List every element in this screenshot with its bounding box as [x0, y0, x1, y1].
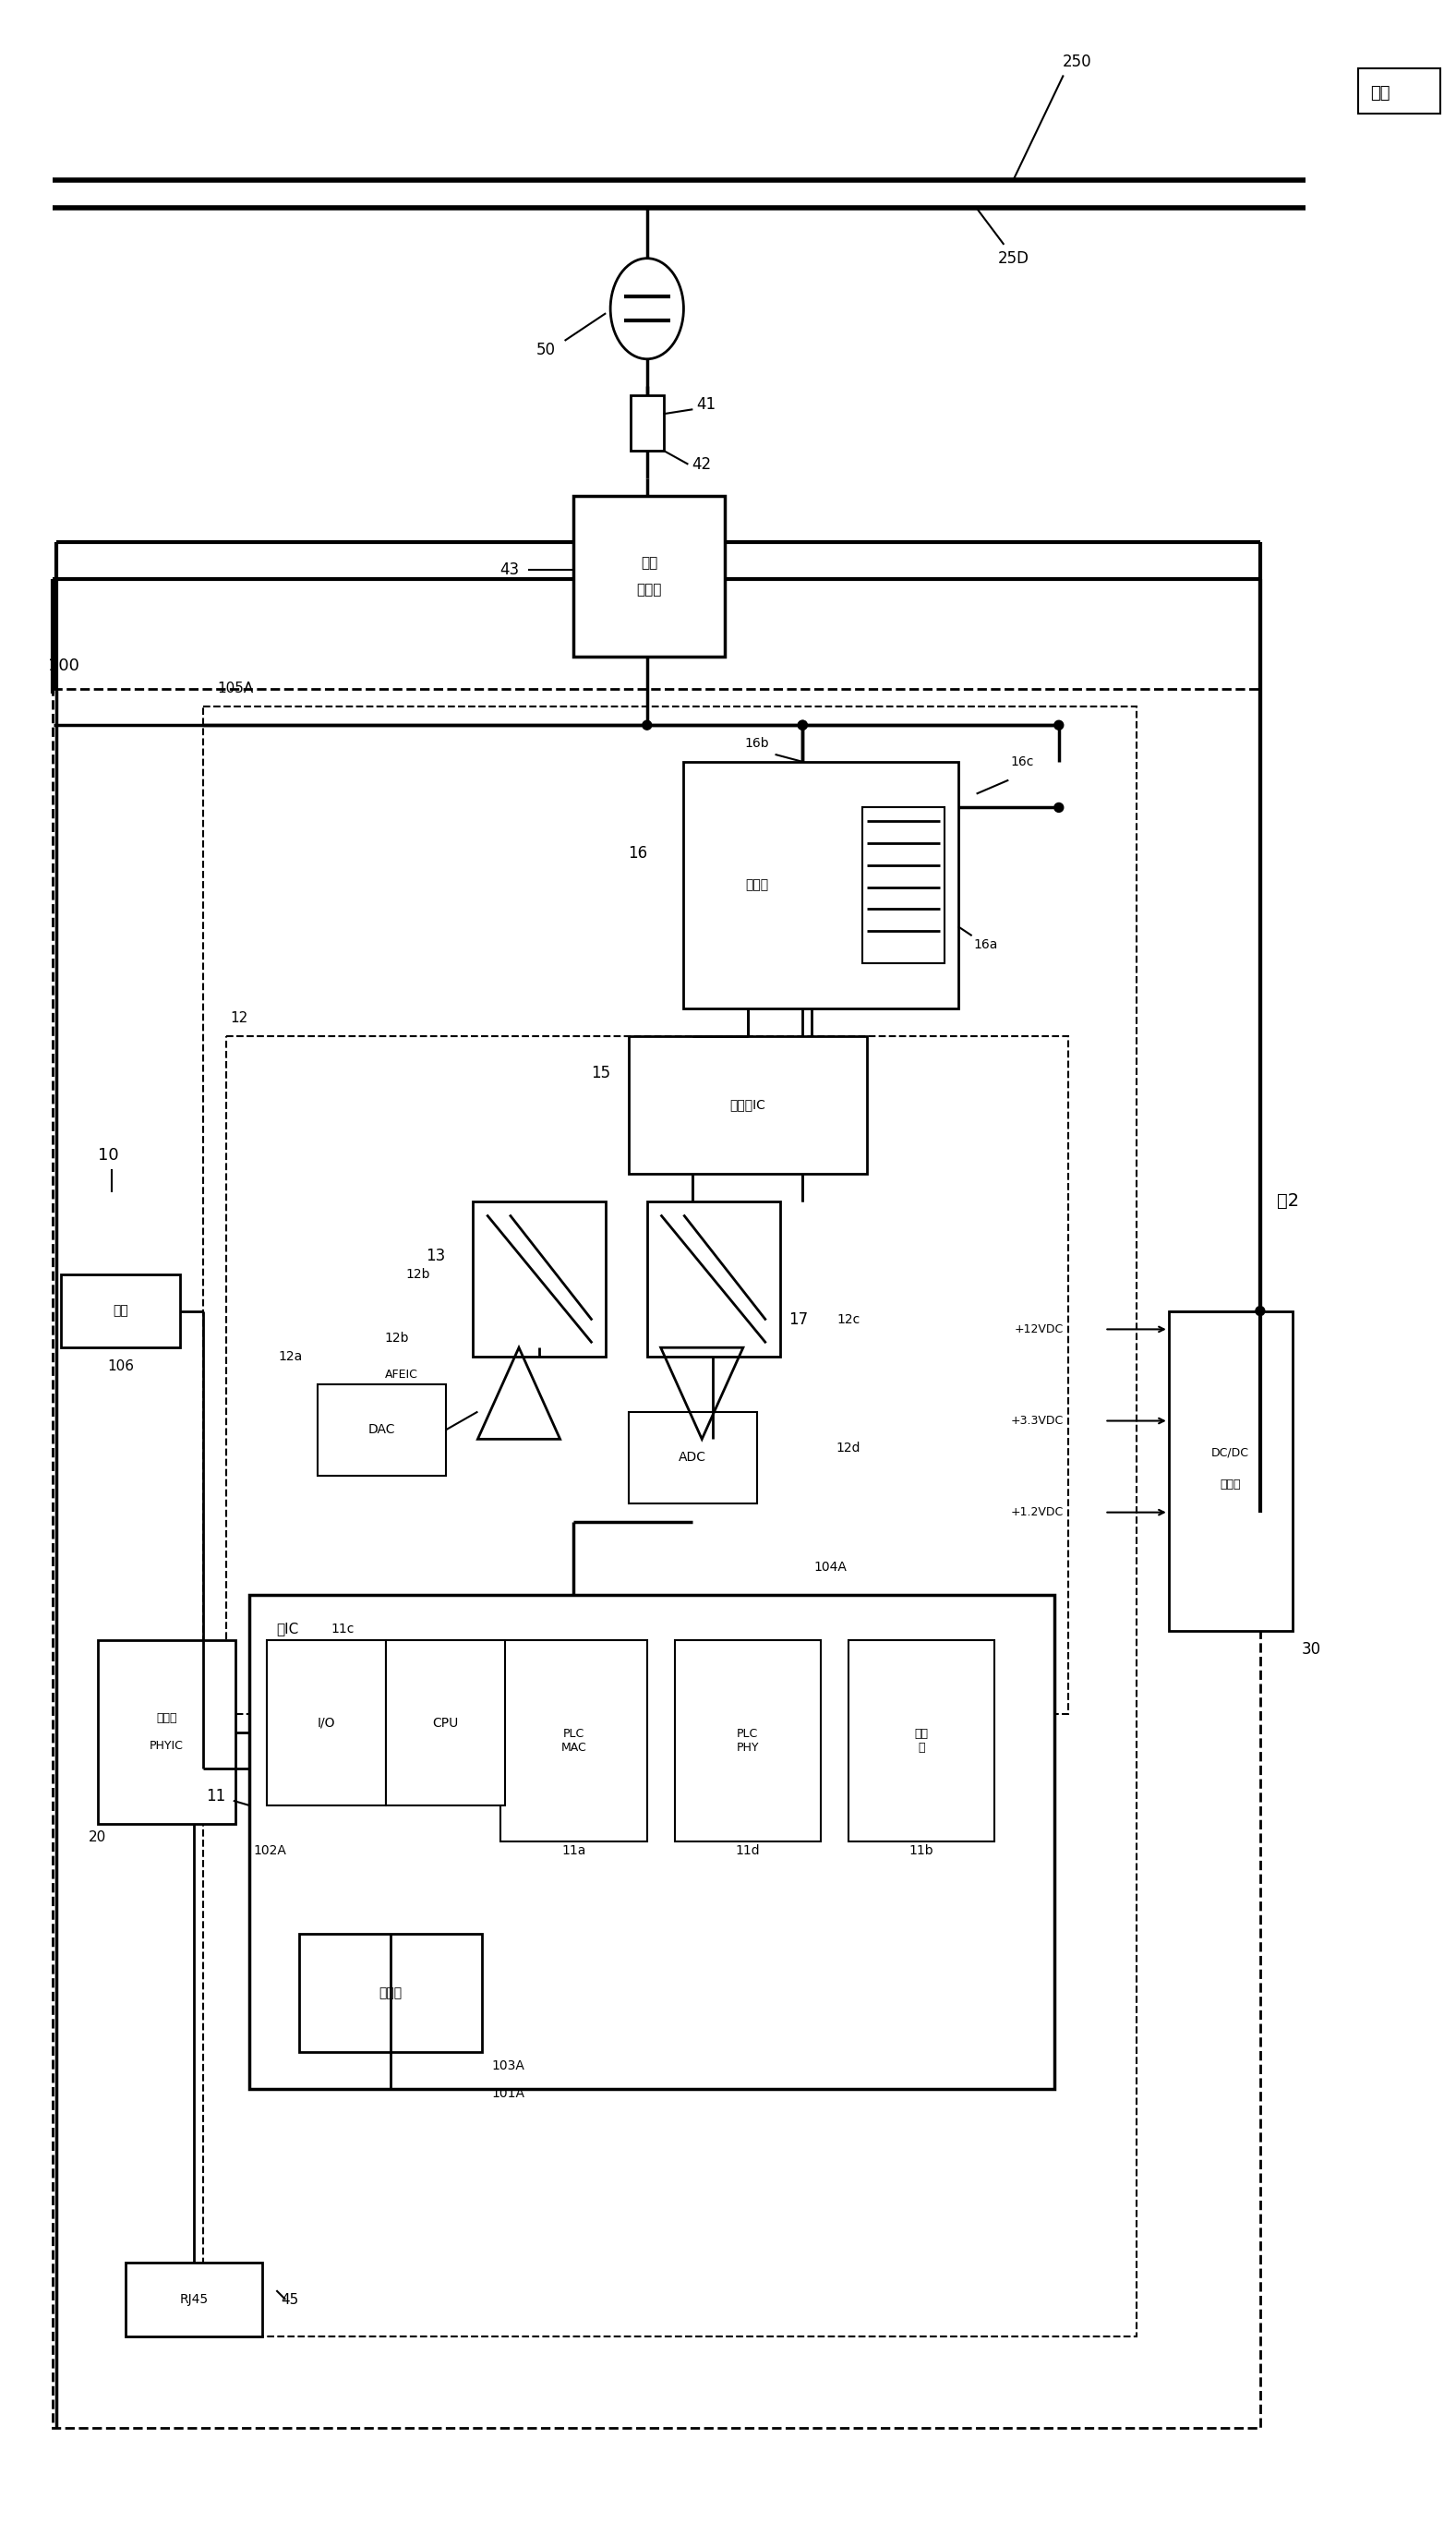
Circle shape — [798, 720, 807, 730]
Text: 12b: 12b — [406, 1268, 431, 1280]
Text: 连接器: 连接器 — [636, 583, 662, 598]
Bar — [300, 1934, 482, 2053]
Bar — [674, 1640, 821, 1843]
Text: 100: 100 — [48, 657, 79, 674]
Text: 30: 30 — [1302, 1640, 1321, 1658]
Text: 250: 250 — [1063, 53, 1092, 71]
Bar — [226, 1037, 1067, 1714]
Text: ADC: ADC — [678, 1450, 706, 1463]
Text: 17: 17 — [788, 1311, 808, 1328]
Bar — [268, 1640, 386, 1805]
Bar — [574, 497, 725, 657]
Text: PLC
PHY: PLC PHY — [737, 1729, 759, 1754]
Text: CPU: CPU — [432, 1716, 459, 1729]
Text: DAC: DAC — [368, 1425, 395, 1437]
Bar — [204, 707, 1137, 2337]
Text: 42: 42 — [692, 456, 712, 472]
Text: 102A: 102A — [253, 1845, 287, 1858]
Bar — [1358, 68, 1440, 114]
Text: 转换器: 转换器 — [1220, 1478, 1241, 1491]
Text: PHYIC: PHYIC — [150, 1739, 183, 1752]
Text: +1.2VDC: +1.2VDC — [1010, 1506, 1063, 1518]
Text: 驱动器IC: 驱动器IC — [729, 1098, 766, 1110]
Text: 105A: 105A — [217, 682, 253, 695]
Text: 11d: 11d — [735, 1845, 760, 1858]
Text: 主IC: 主IC — [277, 1622, 298, 1635]
Bar — [52, 690, 1259, 2429]
Bar — [849, 1640, 994, 1843]
Circle shape — [1054, 720, 1063, 730]
Text: 50: 50 — [537, 342, 556, 357]
Bar — [473, 1202, 606, 1356]
Text: AFEIC: AFEIC — [384, 1369, 418, 1382]
Text: 图2: 图2 — [1277, 1191, 1299, 1209]
Text: 12: 12 — [230, 1011, 249, 1024]
Bar — [684, 760, 958, 1009]
Text: 45: 45 — [281, 2292, 298, 2307]
Bar — [249, 1595, 1054, 2089]
Text: DC/DC: DC/DC — [1211, 1447, 1249, 1458]
Text: 10: 10 — [98, 1146, 119, 1164]
Ellipse shape — [610, 259, 684, 360]
Text: 11c: 11c — [332, 1622, 355, 1635]
Text: 12a: 12a — [278, 1351, 303, 1364]
Text: I/O: I/O — [317, 1716, 336, 1729]
Text: PLC
MAC: PLC MAC — [561, 1729, 587, 1754]
Circle shape — [642, 720, 652, 730]
Text: 按鈕: 按鈕 — [114, 1306, 128, 1318]
Bar — [317, 1384, 446, 1475]
Text: 20: 20 — [89, 1830, 106, 1845]
Text: 寄存
器: 寄存 器 — [914, 1729, 929, 1754]
Bar — [630, 395, 664, 451]
Bar — [862, 809, 945, 963]
Text: RJ45: RJ45 — [179, 2294, 208, 2307]
Text: 16c: 16c — [1010, 755, 1034, 768]
Text: 106: 106 — [108, 1359, 134, 1374]
Bar — [125, 2264, 262, 2337]
Text: 16b: 16b — [744, 738, 769, 750]
Bar — [646, 1202, 780, 1356]
Text: 12b: 12b — [384, 1331, 409, 1346]
Text: 11a: 11a — [562, 1845, 585, 1858]
Text: 13: 13 — [427, 1247, 446, 1265]
Bar — [386, 1640, 505, 1805]
Text: 104A: 104A — [814, 1562, 846, 1574]
Text: 103A: 103A — [492, 2061, 524, 2074]
Text: 12c: 12c — [837, 1313, 860, 1326]
Text: 11: 11 — [207, 1787, 226, 1805]
Text: +3.3VDC: +3.3VDC — [1010, 1415, 1063, 1427]
Text: 存储器: 存储器 — [379, 1987, 402, 2000]
Circle shape — [798, 720, 807, 730]
Text: 耦合器: 耦合器 — [745, 880, 769, 892]
Text: 11b: 11b — [909, 1845, 933, 1858]
Bar — [1169, 1311, 1291, 1633]
Bar — [61, 1275, 181, 1349]
Text: 电源: 电源 — [641, 555, 658, 570]
Circle shape — [1054, 804, 1063, 811]
Text: 25D: 25D — [997, 251, 1029, 266]
Circle shape — [1255, 1306, 1265, 1316]
Bar — [501, 1640, 646, 1843]
Text: 16a: 16a — [974, 938, 997, 951]
Bar — [629, 1037, 866, 1174]
Text: 15: 15 — [591, 1065, 610, 1082]
Text: 12d: 12d — [836, 1442, 860, 1455]
Text: 101A: 101A — [492, 2086, 524, 2099]
Text: 43: 43 — [499, 560, 520, 578]
Bar — [629, 1412, 757, 1503]
Bar — [98, 1640, 236, 1823]
Text: 41: 41 — [697, 395, 716, 413]
Text: 16: 16 — [628, 844, 646, 862]
Text: 以太网: 以太网 — [156, 1711, 178, 1724]
Text: +12VDC: +12VDC — [1015, 1323, 1063, 1336]
Text: 电网: 电网 — [1370, 86, 1390, 101]
